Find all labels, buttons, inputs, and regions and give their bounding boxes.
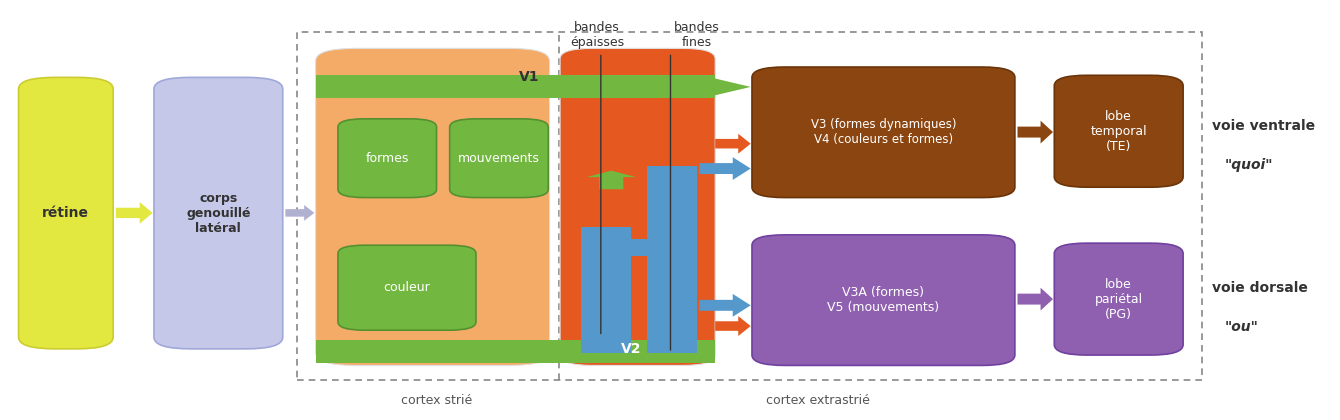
FancyBboxPatch shape [752,235,1014,365]
FancyArrow shape [716,316,750,336]
Text: V3 (formes dynamiques)
V4 (couleurs et formes): V3 (formes dynamiques) V4 (couleurs et f… [811,118,957,146]
Text: V3A (formes)
V5 (mouvements): V3A (formes) V5 (mouvements) [827,286,939,314]
Text: lobe
pariétal
(PG): lobe pariétal (PG) [1095,278,1143,320]
FancyBboxPatch shape [752,67,1014,197]
Text: bandes
épaisses: bandes épaisses [570,21,624,50]
Bar [647,249,697,353]
Bar [316,75,716,98]
FancyArrow shape [699,294,750,317]
FancyArrow shape [716,134,750,154]
Text: V2: V2 [620,342,642,356]
FancyBboxPatch shape [1055,243,1183,355]
FancyBboxPatch shape [450,119,548,197]
Text: mouvements: mouvements [458,152,540,165]
Bar [582,226,631,353]
Text: V1: V1 [519,71,539,84]
FancyArrow shape [587,171,636,189]
Text: formes: formes [366,152,409,165]
Text: cortex extrastrié: cortex extrastrié [765,394,870,407]
FancyArrow shape [285,205,315,221]
FancyBboxPatch shape [1055,75,1183,187]
FancyBboxPatch shape [338,245,476,330]
FancyArrow shape [612,76,750,98]
Text: "ou": "ou" [1225,320,1260,334]
Text: lobe
temporal
(TE): lobe temporal (TE) [1091,110,1147,153]
Text: "quoi": "quoi" [1225,158,1273,172]
Bar [316,340,716,362]
FancyArrow shape [699,157,750,180]
Bar [297,32,1202,380]
FancyBboxPatch shape [560,48,716,365]
Text: voie ventrale: voie ventrale [1211,119,1315,133]
Text: voie dorsale: voie dorsale [1211,281,1308,295]
FancyBboxPatch shape [338,119,437,197]
FancyBboxPatch shape [316,48,549,365]
FancyArrow shape [1017,121,1053,144]
FancyBboxPatch shape [19,77,113,349]
Text: rétine: rétine [43,206,90,220]
Bar [582,239,697,256]
Text: bandes
fines: bandes fines [674,21,720,50]
FancyArrow shape [115,202,153,224]
Bar [647,166,697,239]
FancyBboxPatch shape [154,77,283,349]
Text: cortex strié: cortex strié [401,394,472,407]
FancyArrow shape [1017,288,1053,310]
Text: corps
genouillé
latéral: corps genouillé latéral [186,192,251,235]
Text: couleur: couleur [383,281,430,294]
